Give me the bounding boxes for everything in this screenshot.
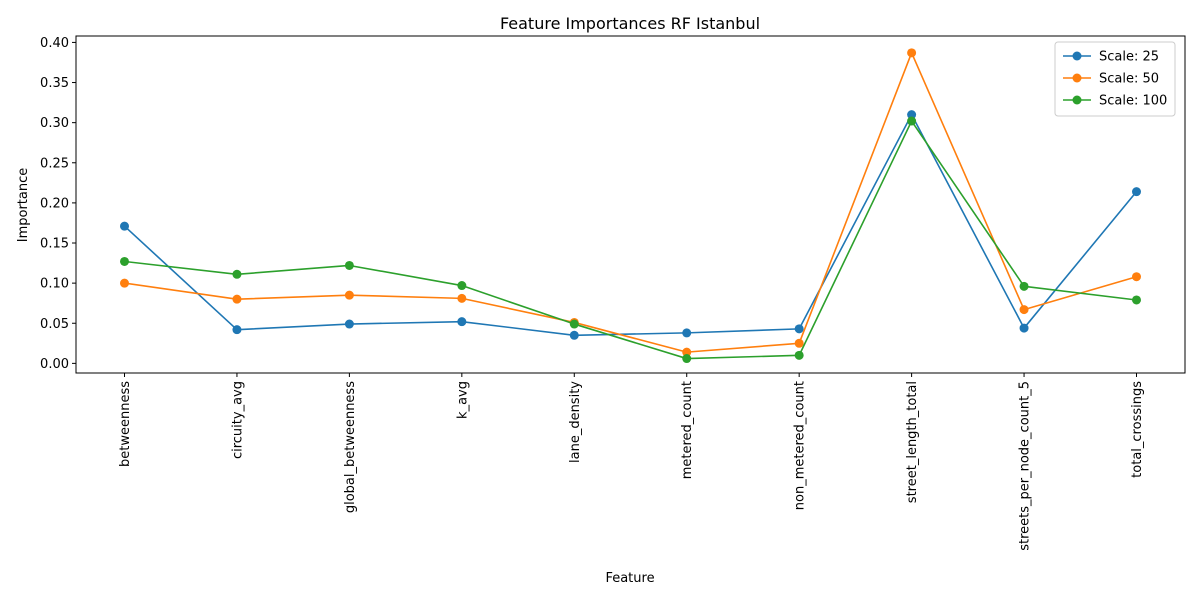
data-point — [907, 110, 917, 120]
data-point — [794, 324, 804, 334]
x-tick-label: streets_per_node_count_5 — [1018, 381, 1033, 551]
data-point — [120, 221, 129, 231]
y-tick-label: 0.15 — [40, 237, 69, 252]
data-point — [1019, 323, 1029, 333]
data-point — [794, 350, 804, 360]
series-line-2 — [124, 52, 1137, 353]
data-point — [457, 281, 467, 291]
data-point — [682, 328, 692, 338]
x-tick-label: street_length_total — [905, 381, 920, 503]
data-point — [569, 319, 579, 329]
series-line-3 — [124, 120, 1137, 360]
y-tick-label: 0.20 — [40, 196, 69, 211]
legend-entry: Scale: 100 — [1099, 94, 1167, 109]
plot-area: 0.00 0.05 0.10 0.15 0.20 0.25 0.30 0.35 0.40 betw… — [40, 35, 1186, 551]
x-tick-label: global_betweenness — [343, 381, 358, 513]
data-point — [120, 256, 129, 266]
data-point — [232, 294, 242, 304]
data-point — [457, 293, 467, 303]
x-tick-label: non_metered_count — [793, 381, 808, 510]
y-tick-label: 0.00 — [40, 357, 69, 372]
y-tick-label: 0.30 — [40, 116, 69, 131]
x-tick-label: total_crossings — [1130, 381, 1145, 478]
y-tick-label: 0.05 — [40, 317, 69, 332]
legend-entry: Scale: 50 — [1099, 72, 1159, 87]
data-point — [682, 354, 692, 364]
y-tick-label: 0.25 — [40, 156, 69, 171]
data-point — [457, 317, 467, 327]
data-point — [907, 48, 917, 58]
data-point — [794, 338, 804, 348]
y-tick-label: 0.35 — [40, 76, 69, 91]
data-point — [1132, 187, 1141, 197]
x-tick-label: circuity_avg — [230, 381, 245, 459]
y-axis-label: Importance — [16, 168, 31, 243]
data-point — [1019, 305, 1029, 315]
legend-box — [1054, 41, 1176, 117]
data-point — [682, 347, 692, 357]
x-tick-label: betweenness — [118, 381, 133, 467]
data-point — [344, 290, 354, 300]
data-point — [1019, 281, 1029, 291]
x-tick-label: metered_count — [680, 381, 695, 479]
data-point — [1132, 295, 1141, 305]
data-point — [1132, 272, 1141, 282]
data-point — [344, 260, 354, 270]
data-point — [344, 319, 354, 329]
y-tick-label: 0.10 — [40, 277, 69, 292]
y-tick-label: 0.40 — [40, 36, 69, 51]
data-point — [232, 269, 242, 279]
legend-swatch-marker — [1072, 73, 1082, 83]
data-point — [569, 330, 579, 340]
x-axis-label: Feature — [605, 571, 654, 586]
legend-entry: Scale: 25 — [1099, 50, 1159, 65]
data-point — [120, 278, 129, 288]
data-point — [907, 116, 917, 126]
x-tick-label: k_avg — [455, 381, 470, 419]
x-tick-label: lane_density — [568, 381, 583, 463]
plot-frame — [75, 35, 1186, 374]
chart-title: Feature Importances RF Istanbul — [500, 14, 760, 33]
legend-swatch-marker — [1072, 95, 1082, 105]
data-point — [232, 325, 242, 335]
series-line-1 — [123, 113, 1138, 337]
legend-swatch-marker — [1072, 51, 1082, 61]
